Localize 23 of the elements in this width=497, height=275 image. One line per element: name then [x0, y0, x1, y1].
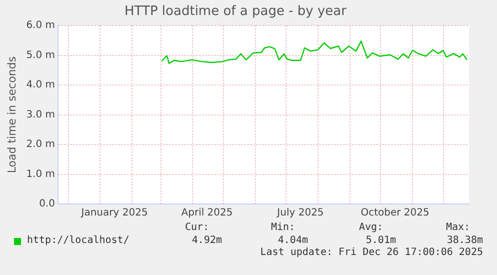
y-tick-label: 0.0 [39, 198, 56, 210]
text: Avg: [359, 222, 384, 234]
y-axis-title: Load time in seconds [5, 56, 18, 174]
text: 38.38m [446, 235, 483, 247]
x-tick-label: April 2025 [181, 208, 233, 219]
legend-label: http://localhost/ [27, 235, 130, 247]
y-tick-label: 6.0 m [26, 20, 56, 32]
x-tick-label: January 2025 [80, 208, 148, 219]
text: Last update: Fri Dec 26 17:00:06 2025 [260, 247, 483, 259]
text: Min: [271, 222, 296, 234]
x-tick-label: October 2025 [360, 208, 430, 219]
text: 4.92m [192, 235, 222, 247]
text: 5.01m [366, 235, 396, 247]
text: 4.04m [278, 235, 308, 247]
text: Max: [446, 222, 470, 234]
y-tick-label: 4.0 m [26, 80, 56, 91]
x-tick-label: July 2025 [276, 208, 324, 219]
y-tick-label: 5.0 m [26, 50, 56, 61]
y-tick-label: 1.0 m [26, 168, 56, 180]
y-tick-label: 3.0 m [26, 109, 56, 120]
y-tick-label: 2.0 m [26, 139, 56, 150]
text: Cur: [185, 222, 210, 234]
chart-title: HTTP loadtime of a page - by year [124, 4, 348, 20]
